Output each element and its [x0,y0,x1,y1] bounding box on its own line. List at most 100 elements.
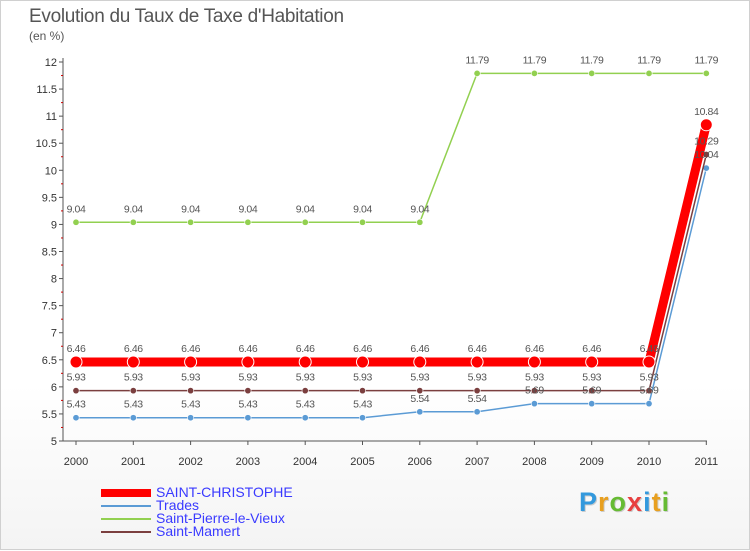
proxiti-logo: Proxiti [579,487,670,518]
y-tick-label: 8.5 [42,247,57,259]
x-tick-label: 2008 [522,456,546,468]
data-point [470,355,484,369]
data-point [588,400,596,408]
y-tick-label: 11 [46,111,57,123]
x-tick-label: 2003 [236,456,260,468]
series-line [76,123,711,367]
data-point [473,387,481,395]
data-label: 9.04 [296,203,315,215]
data-label: 9.04 [67,203,86,215]
data-point [645,400,653,408]
data-point [473,69,481,77]
data-point [301,414,309,422]
data-label: 11.79 [523,54,547,66]
data-point [301,218,309,226]
data-point [184,355,198,369]
x-tick-label: 2000 [64,456,88,468]
data-label: 5.93 [238,372,257,384]
data-point [473,408,481,416]
data-label: 5.43 [238,399,257,411]
data-label: 5.43 [124,399,143,411]
data-point [645,69,653,77]
y-tick-label: 9 [51,219,57,231]
y-tick-label: 5 [51,436,57,448]
data-point [527,355,541,369]
y-tick-label: 12 [45,57,57,69]
data-point [530,69,538,77]
data-label: 5.93 [640,372,659,384]
data-label: 11.79 [580,54,604,66]
data-label: 5.69 [525,385,544,397]
logo-letter: i [643,487,652,517]
data-label: 5.93 [410,372,429,384]
series-saint-pierre-le-vieux [72,69,710,226]
data-point [588,387,596,395]
data-label: 6.46 [124,343,143,355]
data-label: 5.43 [353,399,372,411]
y-tick-label: 6.5 [42,355,57,367]
data-label: 10.04 [694,149,719,161]
y-axis-unit-label: (en %) [29,29,65,43]
series-saint-mamert [72,151,710,395]
data-label: 10.29 [694,136,719,148]
legend-label: Trades [156,497,200,513]
legend-label: SAINT-CHRISTOPHE [156,484,293,500]
data-label: 6.46 [525,343,544,355]
data-label: 9.04 [124,203,143,215]
data-label: 6.46 [67,343,86,355]
series-saint-christophe [69,118,713,369]
data-label: 6.46 [181,343,200,355]
data-point [187,387,195,395]
data-point [413,355,427,369]
x-tick-label: 2001 [121,456,145,468]
data-point [699,118,713,132]
y-tick-label: 5.5 [42,409,57,421]
data-point [530,400,538,408]
data-label: 6.46 [640,343,659,355]
data-point [358,387,366,395]
data-point [642,355,656,369]
x-tick-label: 2002 [178,456,202,468]
data-label: 6.46 [353,343,372,355]
y-tick-label: 11.5 [36,84,57,96]
data-point [298,355,312,369]
y-tick-label: 9.5 [42,192,57,204]
x-tick-label: 2004 [293,456,317,468]
data-point [72,387,80,395]
data-point [585,355,599,369]
series-line [76,72,707,224]
legend-label: Saint-Pierre-le-Vieux [156,510,285,526]
logo-letter: r [598,487,610,517]
data-label: 6.46 [468,343,487,355]
x-tick-label: 2010 [637,456,661,468]
chart-title: Evolution du Taux de Taxe d'Habitation [29,6,344,27]
data-point [126,355,140,369]
logo-letter: o [609,487,628,517]
data-point [645,387,653,395]
data-label: 5.43 [181,399,200,411]
y-tick-label: 7 [51,328,57,340]
data-point [301,387,309,395]
data-point [244,218,252,226]
logo-letter: x [627,487,644,517]
data-label: 5.93 [67,372,86,384]
y-tick-label: 6 [51,382,57,394]
data-point [358,218,366,226]
data-label: 6.46 [410,343,429,355]
data-point [72,414,80,422]
logo-letter: t [651,487,662,517]
data-label: 5.69 [640,385,659,397]
y-tick-label: 10.5 [36,138,57,150]
data-point [129,387,137,395]
legend-swatch [101,505,151,507]
data-point [416,408,424,416]
data-point [244,387,252,395]
series-line [76,154,708,392]
data-point [187,414,195,422]
data-point [356,355,369,369]
data-point [530,387,538,395]
data-point [72,218,80,226]
data-label: 9.04 [238,203,257,215]
data-label: 5.54 [410,393,429,405]
